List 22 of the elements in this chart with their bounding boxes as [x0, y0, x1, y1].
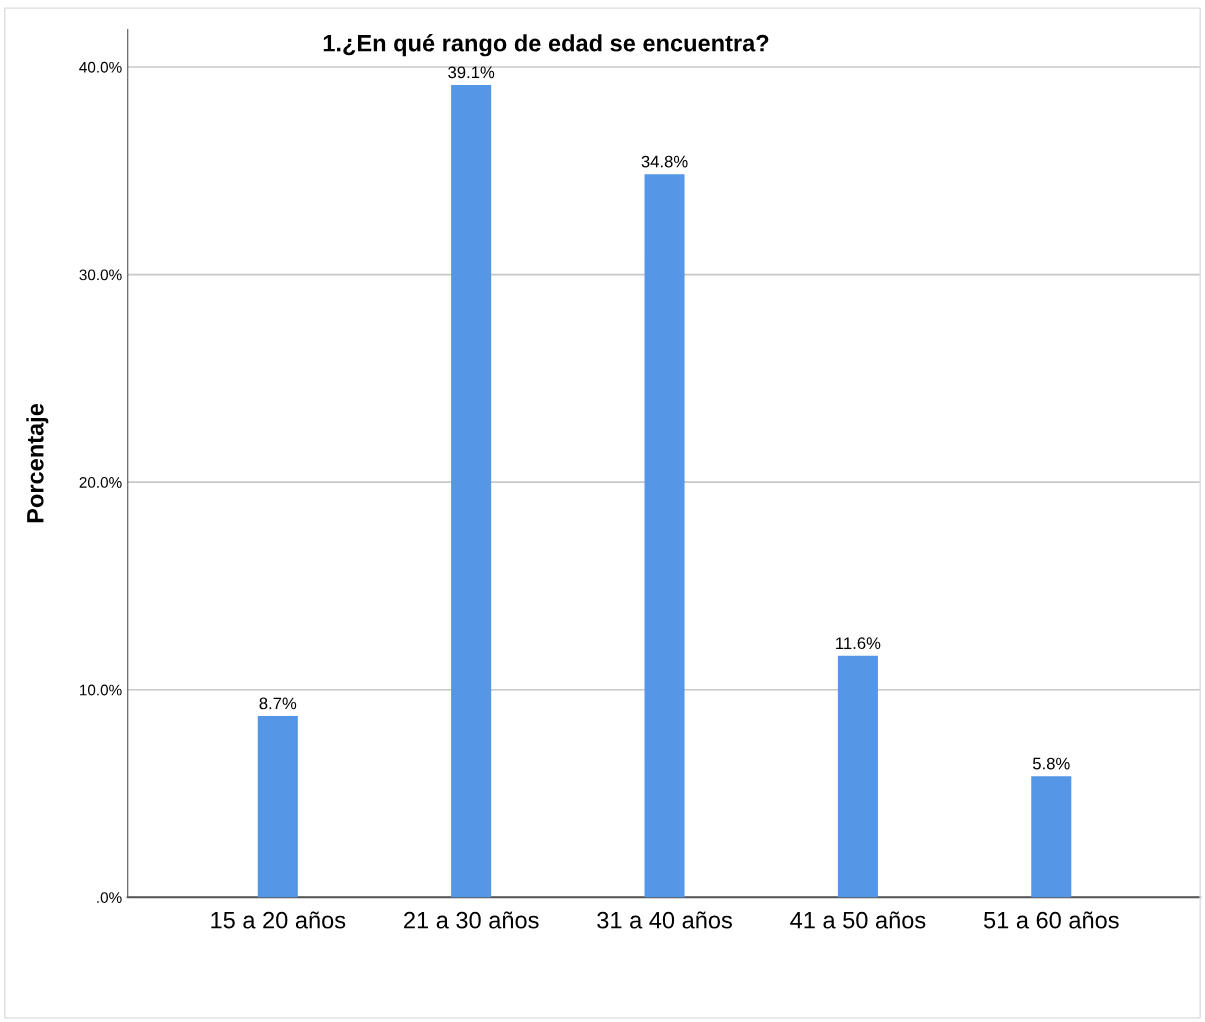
y-tick-label: 20.0%: [79, 477, 122, 488]
y-tick-label: 10.0%: [80, 684, 122, 696]
y-tick-label: 30.0%: [79, 269, 122, 281]
y-tick-label: 40.0%: [79, 61, 122, 73]
data-label: 11.6%: [836, 637, 881, 650]
data-label: 8.7%: [259, 697, 297, 710]
x-tick-label: 51 a 60 años: [983, 911, 1119, 929]
bar: [644, 174, 685, 898]
data-label: 5.8%: [1032, 757, 1070, 770]
bar: [837, 655, 878, 898]
y-axis-title: Porcentaje: [26, 403, 49, 523]
bar: [451, 84, 492, 898]
x-tick-label: 21 a 30 años: [404, 911, 539, 929]
bar: [257, 716, 298, 898]
data-label: 34.8%: [641, 155, 688, 168]
x-tick-label: 15 a 20 años: [211, 911, 346, 929]
bar: [1031, 776, 1072, 898]
x-tick-label: 31 a 40 años: [597, 911, 732, 929]
chart-title: 1.¿En qué rango de edad se encuentra?: [323, 33, 769, 57]
x-tick-label: 41 a 50 años: [790, 911, 926, 929]
y-tick-label: .0%: [97, 892, 122, 903]
data-label: 39.1%: [448, 66, 495, 79]
